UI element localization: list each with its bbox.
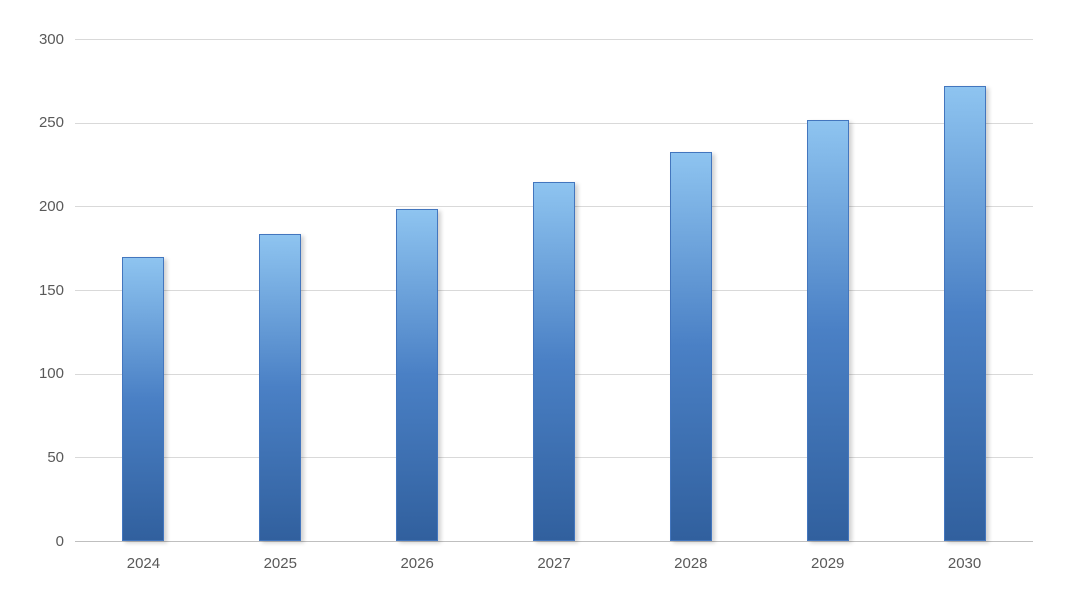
x-tick-label: 2024 xyxy=(126,555,161,572)
bar-2027 xyxy=(533,181,575,542)
bar-2030 xyxy=(943,86,986,542)
y-tick-label: 50 xyxy=(47,448,64,466)
x-tick-label: 2025 xyxy=(263,555,297,572)
y-tick-label: 300 xyxy=(38,30,64,48)
y-tick-label: 200 xyxy=(38,197,64,215)
bar-2026 xyxy=(396,208,439,542)
gridline xyxy=(75,122,1033,124)
bar-2024 xyxy=(122,257,165,542)
bar-2029 xyxy=(806,119,849,542)
y-tick-label: 0 xyxy=(55,532,64,550)
y-tick-label: 250 xyxy=(38,114,64,132)
x-tick-label: 2026 xyxy=(400,555,434,572)
x-axis-line xyxy=(75,541,1033,542)
x-tick-label: 2028 xyxy=(674,555,708,572)
bar-2028 xyxy=(669,151,712,542)
x-tick-label: 2029 xyxy=(811,555,845,572)
bar-2025 xyxy=(259,233,302,542)
y-tick-label: 100 xyxy=(38,365,64,383)
y-tick-label: 150 xyxy=(38,281,64,299)
x-tick-label: 2030 xyxy=(947,555,982,572)
x-tick-label: 2027 xyxy=(537,555,571,572)
gridline xyxy=(75,39,1033,40)
